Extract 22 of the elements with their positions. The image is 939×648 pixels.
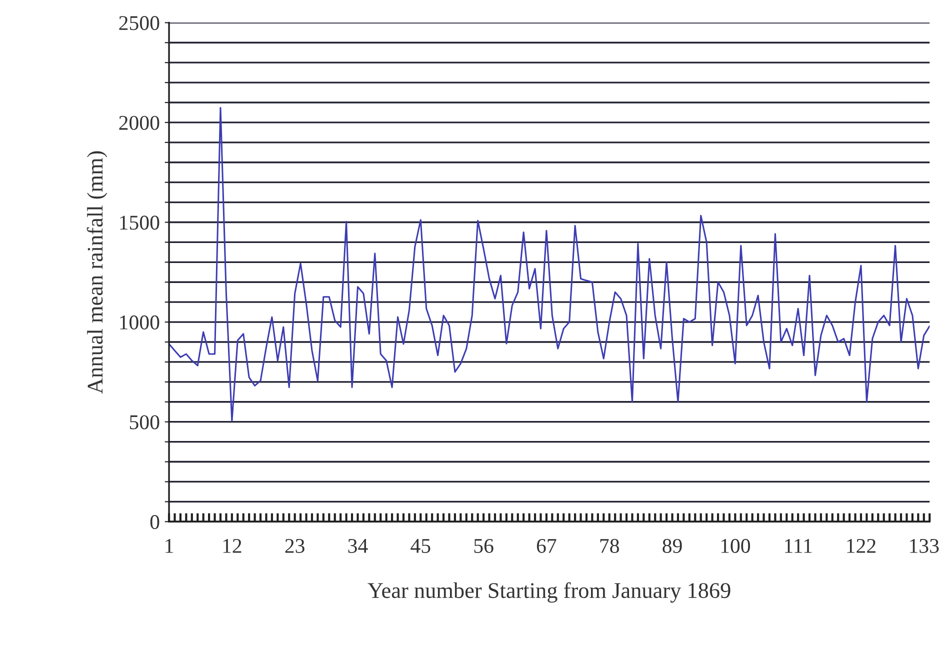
x-tick-label: 45 [410,539,430,553]
x-tick-label: 67 [536,538,556,553]
y-tick-label: 0 [150,515,160,530]
x-tick-label: 23 [285,538,304,553]
x-tick-label: 78 [600,538,619,553]
y-tick-label: 1500 [120,216,160,230]
y-tick-label: 500 [130,415,160,430]
y-tick-label: 1000 [120,315,160,330]
x-tick-label: 56 [474,538,494,553]
x-axis-title: Year number Starting from January 1869 [368,582,730,603]
y-axis-title: Annual mean rainfall (mm) [86,151,108,394]
x-tick-label: 1 [166,539,173,553]
x-tick-label: 111 [785,539,812,553]
x-tick-label: 122 [847,538,876,553]
line-series [169,106,930,422]
x-tick-label: 100 [721,538,750,553]
x-tick-label: 133 [910,538,939,553]
y-tick-label: 2500 [119,16,160,30]
x-tick-label: 89 [662,538,682,553]
y-tick-label: 2000 [119,116,160,130]
x-tick-label: 34 [348,538,368,553]
x-tick-label: 12 [223,538,242,553]
